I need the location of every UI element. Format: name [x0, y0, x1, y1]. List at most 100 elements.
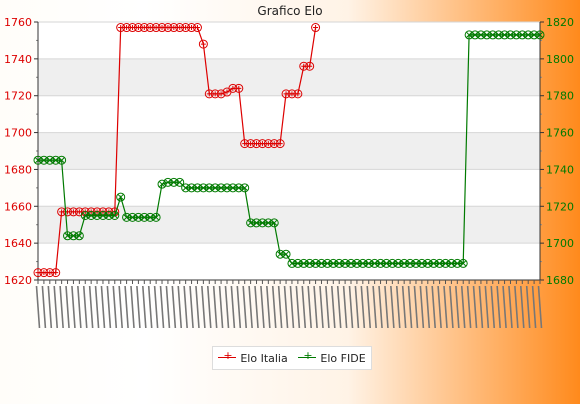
data-point [33, 155, 43, 165]
x-tick-label-mark [490, 285, 496, 329]
data-point-mark [259, 220, 266, 226]
data-point-mark [100, 212, 106, 219]
data-point [252, 218, 262, 228]
x-tick-label-mark [201, 285, 206, 329]
chart-title: Grafico Elo [257, 4, 322, 18]
data-point-mark [283, 251, 289, 258]
data-point [287, 258, 297, 268]
x-tick-label-mark [271, 285, 277, 329]
data-point-mark [153, 214, 159, 221]
data-point-mark [407, 260, 413, 267]
x-tick-label-mark [455, 285, 460, 329]
data-point [234, 183, 244, 193]
data-point-mark [182, 185, 189, 191]
data-point-mark [448, 260, 455, 267]
x-tick-label-mark [443, 285, 448, 329]
x-tick-label-mark [224, 285, 230, 329]
data-point-mark [165, 179, 171, 186]
data-point-mark [70, 232, 77, 239]
data-point-mark [354, 260, 360, 267]
data-point [305, 258, 315, 268]
data-point-mark [135, 214, 142, 221]
data-point-mark [218, 91, 224, 97]
legend-swatch-elo-fide [298, 349, 317, 362]
data-point-mark [472, 32, 478, 38]
data-point-mark [336, 260, 343, 267]
data-point-mark [495, 32, 502, 38]
data-point-mark [58, 157, 65, 164]
x-tick-label-mark [212, 285, 218, 329]
data-point-mark [525, 32, 532, 38]
data-point-mark [123, 214, 130, 221]
data-point [281, 249, 291, 259]
data-point-mark [41, 157, 47, 164]
data-point [192, 183, 202, 193]
chart-legend: Elo Italia Elo FIDE [212, 346, 372, 370]
x-tick-label-mark [94, 285, 100, 329]
data-point [393, 258, 403, 268]
x-tick-label-mark [425, 285, 431, 329]
data-point-mark [454, 260, 461, 267]
x-tick-label-mark [531, 285, 537, 329]
x-tick-label-mark [206, 285, 212, 329]
data-point [364, 258, 374, 268]
data-point [163, 177, 173, 187]
data-point [263, 218, 273, 228]
data-point-mark [218, 185, 224, 191]
data-point [63, 231, 73, 241]
plot-band [38, 132, 540, 170]
x-tick-label-mark [59, 285, 64, 329]
data-point [500, 30, 510, 40]
data-point [198, 183, 208, 193]
x-tick-label-mark [419, 285, 425, 329]
data-point [376, 258, 386, 268]
data-point [68, 231, 78, 241]
data-point-mark [478, 32, 484, 38]
plot-grid [38, 21, 540, 281]
data-point [405, 258, 415, 268]
x-tick-label-mark [330, 285, 336, 329]
data-point-mark [348, 260, 354, 267]
left-tick-label: 1660 [4, 200, 32, 213]
data-point [181, 183, 191, 193]
data-point [92, 211, 102, 220]
right-y-axis: 1680 1700 1720 1740 1760 1780 1800 1820 [539, 16, 574, 287]
x-tick-label-mark [165, 285, 171, 329]
data-point [458, 258, 468, 268]
data-point [198, 39, 208, 49]
x-tick-label-mark [82, 285, 88, 329]
data-point [257, 218, 267, 228]
x-tick-label-mark [348, 285, 354, 329]
x-tick-label-mark [319, 285, 324, 329]
data-point [240, 183, 250, 193]
data-point [122, 212, 132, 222]
x-tick-label-mark [47, 285, 53, 329]
data-point-mark [401, 260, 408, 267]
data-point [441, 258, 451, 268]
data-point-mark [460, 260, 467, 267]
x-tick-label-mark [472, 285, 478, 329]
data-point [358, 258, 368, 268]
data-point [387, 258, 397, 268]
data-point [98, 211, 108, 220]
data-point [175, 177, 185, 187]
x-tick-label-mark [307, 285, 312, 329]
x-tick-label-mark [384, 285, 389, 329]
x-tick-label-mark [142, 285, 147, 329]
x-tick-label-mark [112, 285, 118, 329]
left-tick-label: 1760 [4, 16, 32, 29]
right-tick-label: 1700 [546, 237, 574, 250]
plot-band [38, 206, 540, 244]
data-point-mark [466, 32, 472, 38]
data-point-mark [359, 260, 366, 267]
data-point-mark [111, 212, 118, 219]
x-tick-label-mark [189, 285, 194, 329]
data-point-mark [176, 179, 183, 186]
right-tick-label: 1780 [546, 90, 574, 103]
x-tick-label-mark [88, 285, 94, 329]
data-point-mark [307, 63, 313, 69]
right-tick-label: 1720 [546, 200, 574, 213]
data-point [399, 258, 409, 268]
x-tick-label-mark [177, 285, 183, 329]
